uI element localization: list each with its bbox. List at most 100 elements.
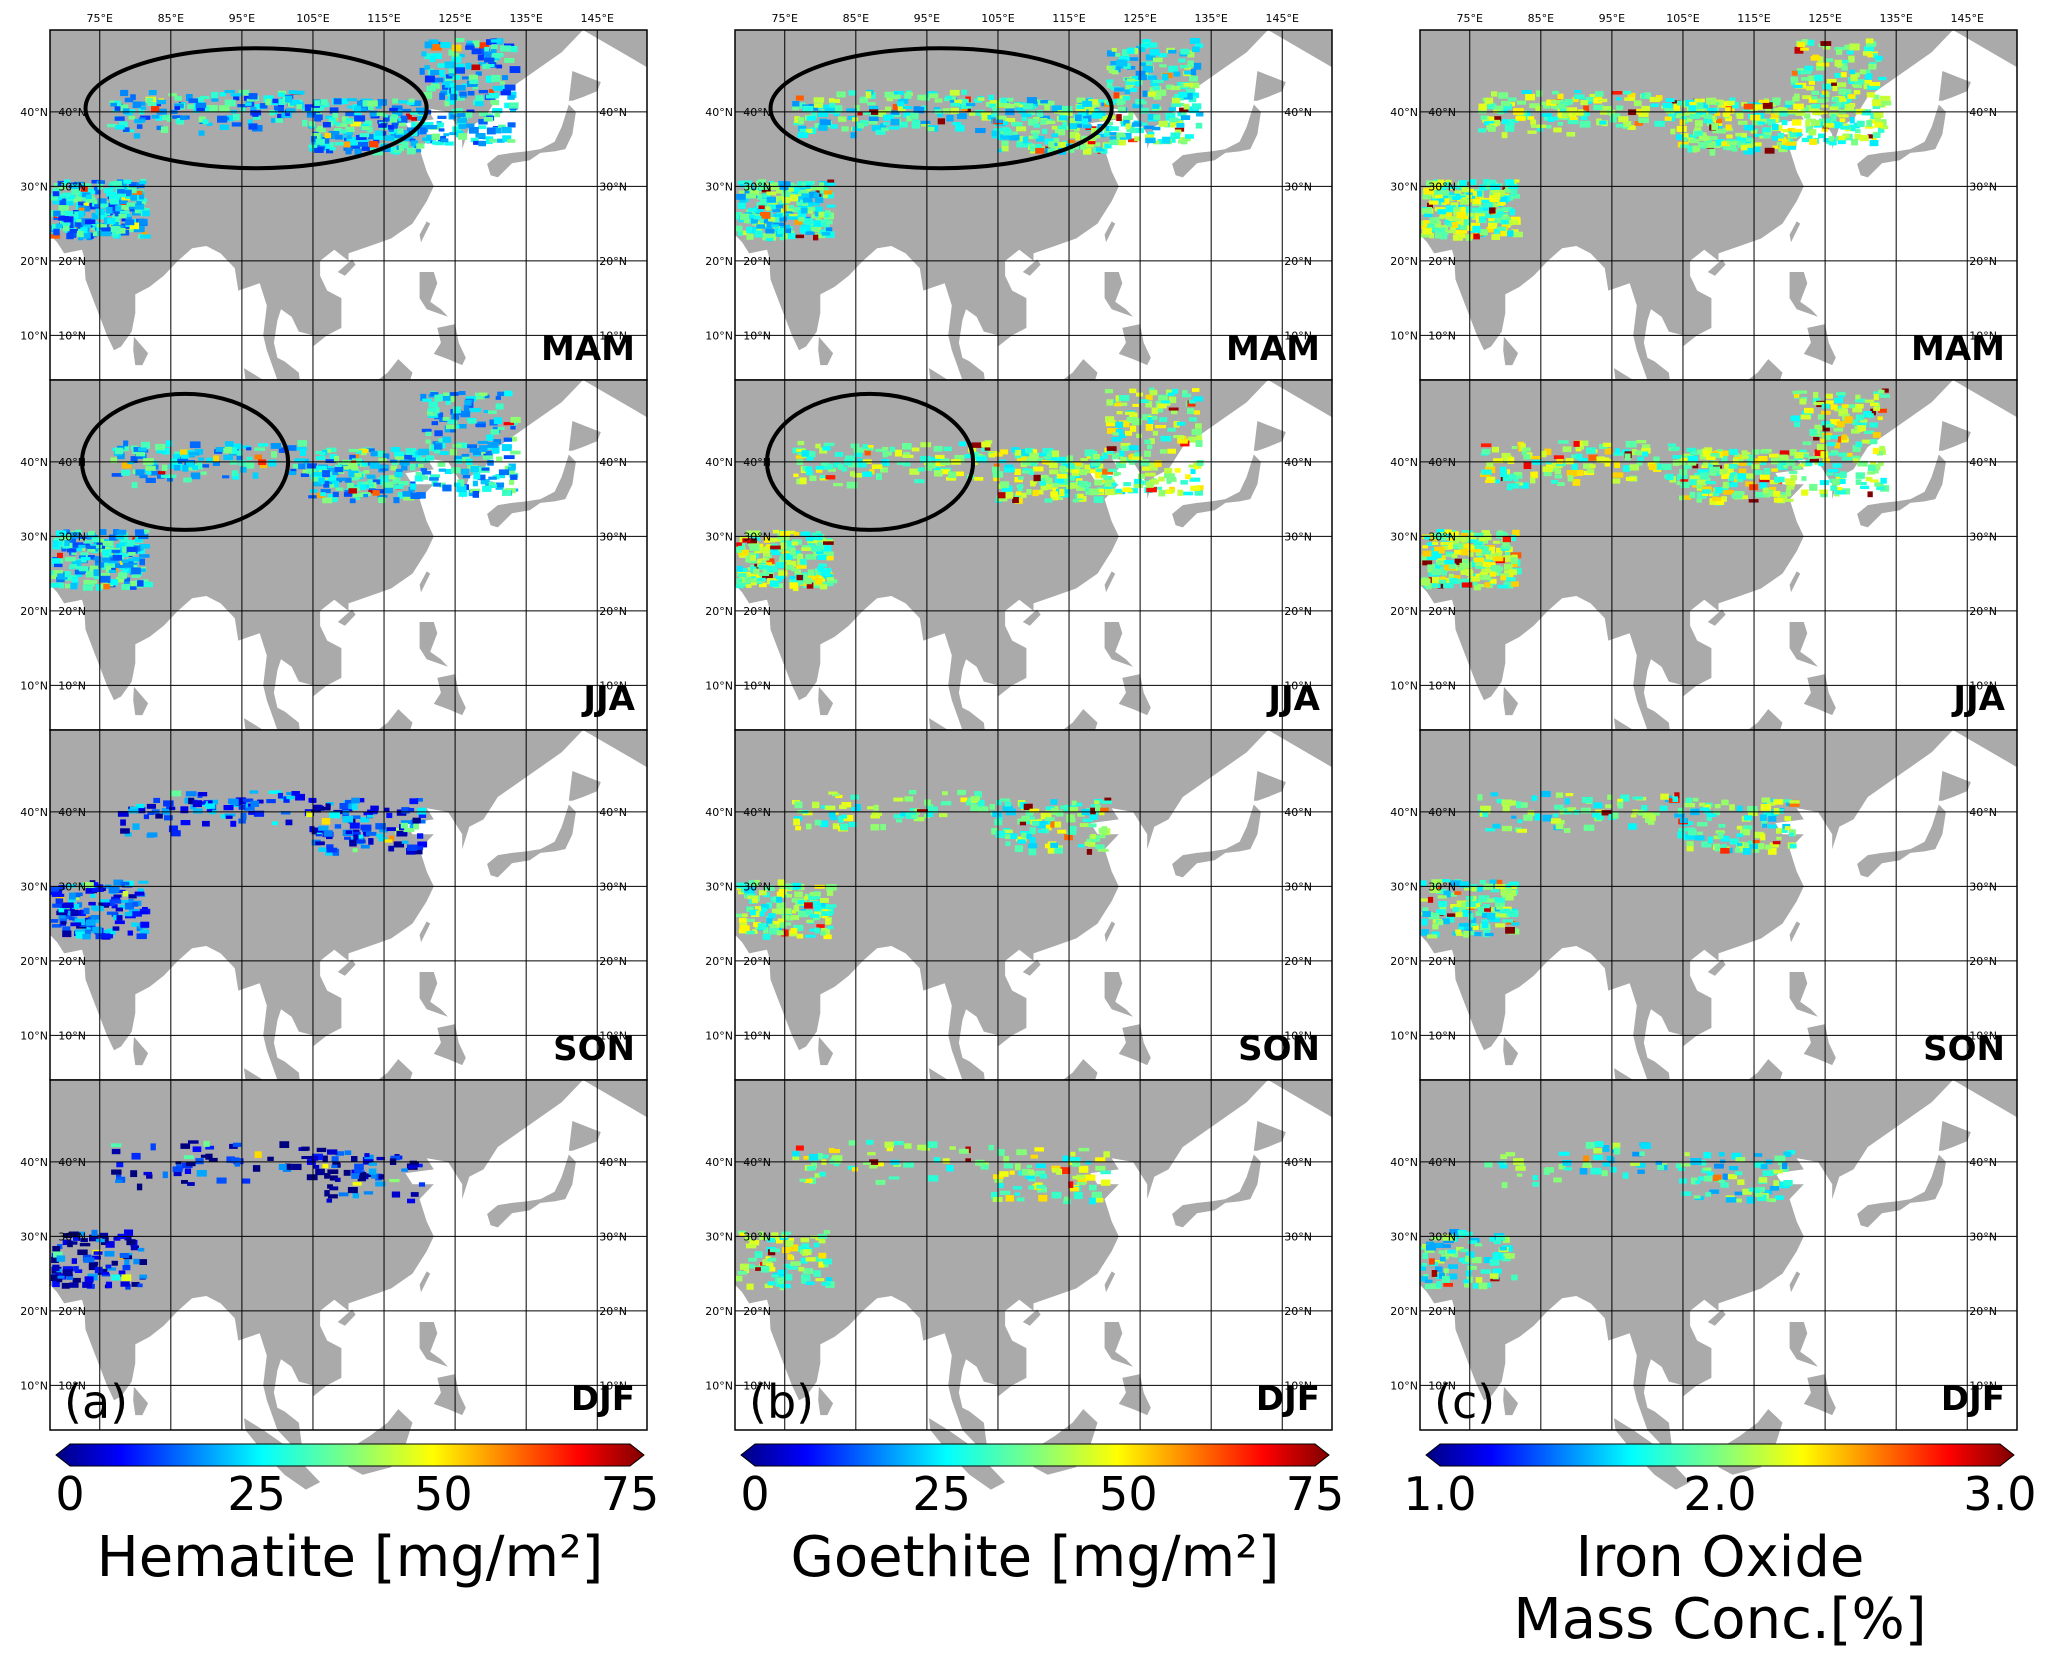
retrieval-cell (353, 112, 362, 117)
retrieval-cell (735, 1275, 743, 1282)
retrieval-cell (1078, 1165, 1089, 1173)
retrieval-cell (1500, 230, 1506, 237)
retrieval-cell (818, 110, 829, 118)
retrieval-cell (278, 447, 287, 453)
retrieval-cell (410, 1192, 419, 1197)
retrieval-cell (223, 454, 234, 461)
retrieval-cell (869, 1161, 878, 1169)
retrieval-cell (949, 1146, 956, 1150)
retrieval-cell (1120, 443, 1131, 449)
lat-label-right: 40°N (599, 806, 627, 819)
retrieval-cell (344, 1150, 352, 1156)
retrieval-cell (838, 116, 847, 122)
retrieval-cell (782, 197, 791, 204)
retrieval-cell (798, 117, 805, 124)
retrieval-cell (115, 125, 125, 130)
retrieval-cell (239, 466, 247, 473)
retrieval-cell (1139, 399, 1149, 404)
retrieval-cell (271, 451, 278, 458)
retrieval-cell (791, 567, 800, 572)
retrieval-cell (1145, 44, 1157, 48)
retrieval-cell (124, 1236, 132, 1241)
retrieval-cell (53, 228, 60, 236)
retrieval-cell (192, 800, 203, 808)
lat-label-right: 10°N (599, 679, 627, 692)
retrieval-cell (1088, 469, 1100, 474)
retrieval-cell (1091, 112, 1103, 119)
retrieval-cell (736, 578, 743, 585)
retrieval-cell (1095, 1157, 1106, 1163)
retrieval-cell (1123, 115, 1133, 120)
retrieval-cell (1427, 202, 1433, 209)
retrieval-cell (1501, 215, 1510, 220)
retrieval-cell (1072, 499, 1080, 503)
retrieval-cell (456, 120, 466, 127)
retrieval-cell (139, 180, 147, 185)
retrieval-cell (388, 125, 394, 130)
retrieval-cell (795, 95, 804, 101)
retrieval-cell (378, 836, 388, 842)
retrieval-cell (1736, 135, 1747, 141)
retrieval-cell (1751, 102, 1762, 106)
retrieval-cell (88, 1264, 98, 1271)
retrieval-cell (811, 532, 818, 537)
retrieval-cell (142, 581, 153, 588)
retrieval-cell (993, 128, 1004, 132)
retrieval-cell (949, 97, 957, 103)
retrieval-cell (464, 400, 472, 406)
retrieval-cell (483, 117, 494, 122)
retrieval-cell (113, 529, 120, 536)
retrieval-cell (850, 794, 859, 800)
retrieval-cell (1094, 472, 1106, 479)
retrieval-cell (400, 822, 409, 829)
retrieval-cell (206, 809, 213, 813)
retrieval-cell (400, 108, 412, 113)
retrieval-cell (99, 1232, 109, 1239)
retrieval-cell (460, 468, 470, 475)
retrieval-cell (465, 45, 475, 50)
retrieval-cell (905, 812, 917, 819)
retrieval-cell (914, 479, 925, 484)
retrieval-cell (186, 461, 195, 468)
retrieval-cell (1152, 104, 1160, 109)
retrieval-cell (375, 1173, 382, 1181)
retrieval-cell (205, 1145, 215, 1150)
retrieval-cell (501, 444, 512, 452)
retrieval-cell (271, 118, 279, 123)
retrieval-cell (775, 575, 786, 580)
retrieval-cell (87, 545, 96, 549)
retrieval-cell (168, 464, 177, 469)
retrieval-cell (395, 468, 403, 474)
retrieval-cell (120, 1281, 130, 1287)
retrieval-cell (206, 457, 217, 463)
retrieval-cell (324, 1173, 331, 1179)
retrieval-field (50, 38, 521, 241)
retrieval-cell (246, 447, 252, 451)
retrieval-cell (815, 206, 823, 212)
retrieval-cell (1184, 70, 1192, 75)
retrieval-cell (795, 455, 805, 459)
retrieval-cell (816, 549, 824, 555)
retrieval-cell (1058, 125, 1068, 130)
retrieval-cell (105, 1241, 115, 1248)
retrieval-cell (791, 188, 800, 192)
retrieval-cell (80, 183, 92, 188)
retrieval-cell (759, 198, 769, 205)
retrieval-cell (1090, 834, 1097, 839)
retrieval-cell (368, 141, 379, 148)
retrieval-cell (998, 121, 1009, 125)
retrieval-cell (797, 196, 804, 202)
retrieval-cell (342, 810, 350, 817)
retrieval-cell (291, 791, 300, 797)
retrieval-cell (277, 90, 287, 94)
retrieval-cell (388, 127, 395, 132)
panel-frame (734, 1079, 1333, 1431)
retrieval-cell (1100, 1170, 1111, 1175)
retrieval-cell (805, 934, 816, 938)
retrieval-cell (1491, 119, 1501, 126)
retrieval-cell (875, 1179, 886, 1185)
season-label: JJA (1266, 679, 1320, 719)
retrieval-cell (1508, 219, 1519, 225)
retrieval-cell (126, 216, 132, 223)
retrieval-cell (737, 202, 746, 209)
